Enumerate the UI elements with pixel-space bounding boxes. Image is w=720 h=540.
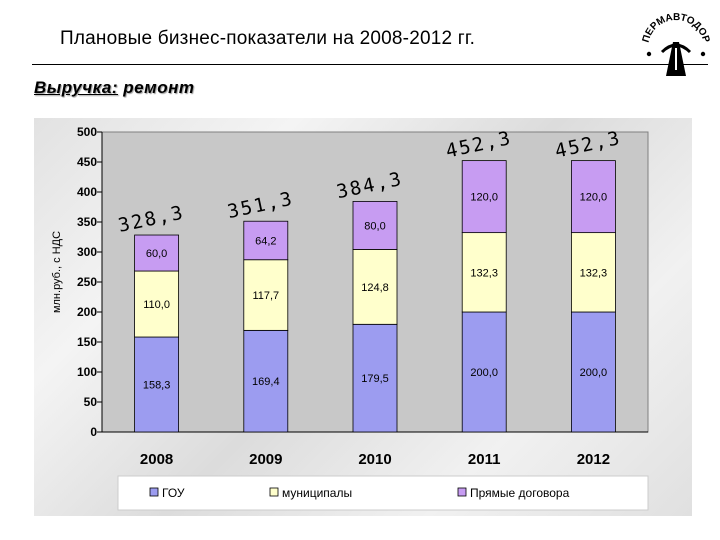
data-label: 80,0 <box>364 220 385 232</box>
bar-segment <box>571 160 616 234</box>
data-label: 200,0 <box>470 367 498 379</box>
data-label: 179,5 <box>361 373 389 385</box>
legend-swatch <box>269 487 279 497</box>
data-label: 120,0 <box>470 192 498 204</box>
x-tick-label: 2008 <box>140 451 173 468</box>
y-tick-label: 0 <box>90 425 97 439</box>
y-tick-label: 250 <box>77 275 97 289</box>
data-label: 132,3 <box>580 267 608 279</box>
title-rule <box>32 64 708 65</box>
bar-segment <box>571 311 616 433</box>
bar-segment <box>461 311 507 433</box>
logo-dot-right <box>700 51 706 57</box>
data-label: 120,0 <box>580 192 608 204</box>
x-tick-label: 2012 <box>577 451 610 468</box>
bar-segment <box>461 232 507 313</box>
y-tick-label: 350 <box>77 215 97 229</box>
data-label: 158,3 <box>143 380 171 392</box>
section-sublabel: ремонт <box>123 78 195 97</box>
data-label: 110,0 <box>143 299 170 311</box>
company-logo: ПЕРМАВТОДОР <box>641 12 712 76</box>
y-tick-label: 500 <box>77 125 97 139</box>
data-label: 200,0 <box>580 367 608 379</box>
legend-entry: Прямые договора <box>470 486 570 500</box>
data-label: 64,2 <box>255 235 276 247</box>
bar-segment <box>243 259 289 331</box>
y-tick-label: 300 <box>77 245 97 259</box>
section-heading: Выручка: ремонт <box>34 78 194 98</box>
page-title: Плановые бизнес-показатели на 2008-2012 … <box>60 28 476 49</box>
road-line-icon <box>675 48 677 70</box>
section-label: Выручка: <box>34 78 119 97</box>
bar-segment <box>134 234 180 272</box>
logo-dot-left <box>646 51 652 57</box>
y-tick-label: 400 <box>77 185 97 199</box>
y-tick-label: 150 <box>77 335 97 349</box>
bar-segment <box>352 201 398 250</box>
x-tick-label: 2010 <box>358 451 391 468</box>
data-label: 60,0 <box>146 248 167 260</box>
data-label: 124,8 <box>361 282 389 294</box>
arch-icon <box>660 43 692 54</box>
y-tick-label: 100 <box>77 365 97 379</box>
x-tick-label: 2009 <box>249 451 282 468</box>
bar-segment <box>243 329 289 433</box>
x-tick-label: 2011 <box>468 451 501 468</box>
legend-box <box>117 475 649 511</box>
bar-segment <box>134 270 180 338</box>
bar-segment <box>243 220 289 261</box>
y-tick-label: 450 <box>77 155 97 169</box>
data-label: 117,7 <box>252 290 279 302</box>
bar-segment <box>461 160 507 234</box>
legend-entry: ГОУ <box>162 486 185 500</box>
data-label: 169,4 <box>252 376 280 388</box>
y-tick-label: 50 <box>84 395 98 409</box>
legend-swatch <box>457 487 467 497</box>
bar-segment <box>134 336 180 433</box>
y-tick-label: 200 <box>77 305 97 319</box>
legend-entry: муниципалы <box>282 486 352 500</box>
data-label: 132,3 <box>470 267 498 279</box>
y-axis-label: млн.руб., с НДС <box>51 231 63 313</box>
legend-swatch <box>149 487 159 497</box>
bar-segment <box>571 232 616 313</box>
